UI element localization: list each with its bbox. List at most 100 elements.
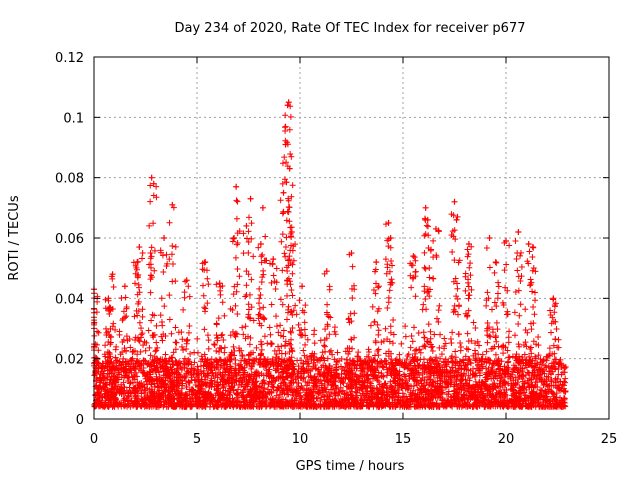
data-point: [294, 357, 301, 364]
data-point: [213, 387, 220, 394]
data-point: [489, 381, 496, 388]
data-point: [444, 358, 451, 365]
data-point: [288, 329, 295, 336]
data-point: [317, 337, 324, 344]
data-point: [476, 342, 483, 349]
data-point: [436, 302, 443, 309]
data-point: [504, 359, 511, 366]
data-point: [185, 283, 192, 290]
data-point: [514, 267, 521, 274]
data-point: [454, 295, 461, 302]
data-point: [533, 375, 540, 382]
data-point: [429, 347, 436, 354]
data-point: [431, 331, 438, 338]
data-point: [277, 322, 284, 329]
data-point: [237, 361, 244, 368]
data-point: [511, 332, 518, 339]
data-point: [522, 306, 529, 313]
data-point: [513, 255, 520, 262]
data-point: [221, 312, 228, 319]
data-point: [172, 324, 179, 331]
data-point: [162, 351, 169, 358]
data-point: [245, 214, 252, 221]
data-point: [166, 219, 173, 226]
data-point: [393, 356, 400, 363]
data-point: [138, 325, 145, 332]
data-point: [509, 353, 516, 360]
data-point: [232, 302, 239, 309]
data-point: [470, 319, 477, 326]
data-point: [479, 351, 486, 358]
data-point: [331, 389, 338, 396]
data-point: [242, 323, 249, 330]
data-point: [334, 349, 341, 356]
data-point: [483, 348, 490, 355]
data-point: [240, 250, 247, 257]
data-point: [427, 328, 434, 335]
data-point: [522, 339, 529, 346]
data-point: [201, 304, 208, 311]
data-point: [315, 390, 322, 397]
data-point: [506, 328, 513, 335]
data-point: [112, 346, 119, 353]
data-point: [321, 343, 328, 350]
data-point: [142, 347, 149, 354]
data-point: [424, 223, 431, 230]
data-point: [207, 366, 214, 373]
data-point: [517, 301, 524, 308]
data-point: [351, 310, 358, 317]
data-point: [202, 381, 209, 388]
data-point: [494, 290, 501, 297]
data-point: [380, 364, 387, 371]
data-point: [500, 350, 507, 357]
data-point: [188, 371, 195, 378]
data-point: [258, 341, 265, 348]
data-point: [289, 182, 296, 189]
data-point: [503, 261, 510, 268]
data-point: [157, 312, 164, 319]
data-point: [492, 351, 499, 358]
data-point: [501, 267, 508, 274]
data-point: [474, 361, 481, 368]
data-point: [452, 348, 459, 355]
data-point: [449, 329, 456, 336]
data-point: [278, 380, 285, 387]
data-point: [201, 326, 208, 333]
data-point: [378, 403, 385, 410]
data-point: [379, 373, 386, 380]
data-point: [422, 265, 429, 272]
data-point: [562, 375, 569, 382]
data-point: [102, 342, 109, 349]
data-point: [185, 329, 192, 336]
data-point: [173, 339, 180, 346]
data-point: [292, 302, 299, 309]
data-point: [517, 252, 524, 259]
data-point: [483, 244, 490, 251]
data-point: [505, 354, 512, 361]
data-point: [282, 342, 289, 349]
data-point: [279, 301, 286, 308]
data-point: [204, 332, 211, 339]
data-point: [106, 311, 113, 318]
data-point: [233, 197, 240, 204]
data-point: [465, 307, 472, 314]
data-point: [221, 349, 228, 356]
data-point: [458, 377, 465, 384]
data-point: [259, 251, 266, 258]
data-point: [250, 317, 257, 324]
data-point: [95, 329, 102, 336]
data-point: [447, 335, 454, 342]
data-point: [535, 352, 542, 359]
data-point: [375, 346, 382, 353]
data-point: [495, 279, 502, 286]
data-point: [282, 112, 289, 119]
data-point: [158, 383, 165, 390]
data-point: [209, 380, 216, 387]
data-point: [234, 198, 241, 205]
data-point: [279, 231, 286, 238]
data-point: [181, 289, 188, 296]
data-point: [532, 379, 539, 386]
data-point: [285, 209, 292, 216]
data-point: [412, 293, 419, 300]
data-point: [234, 240, 241, 247]
